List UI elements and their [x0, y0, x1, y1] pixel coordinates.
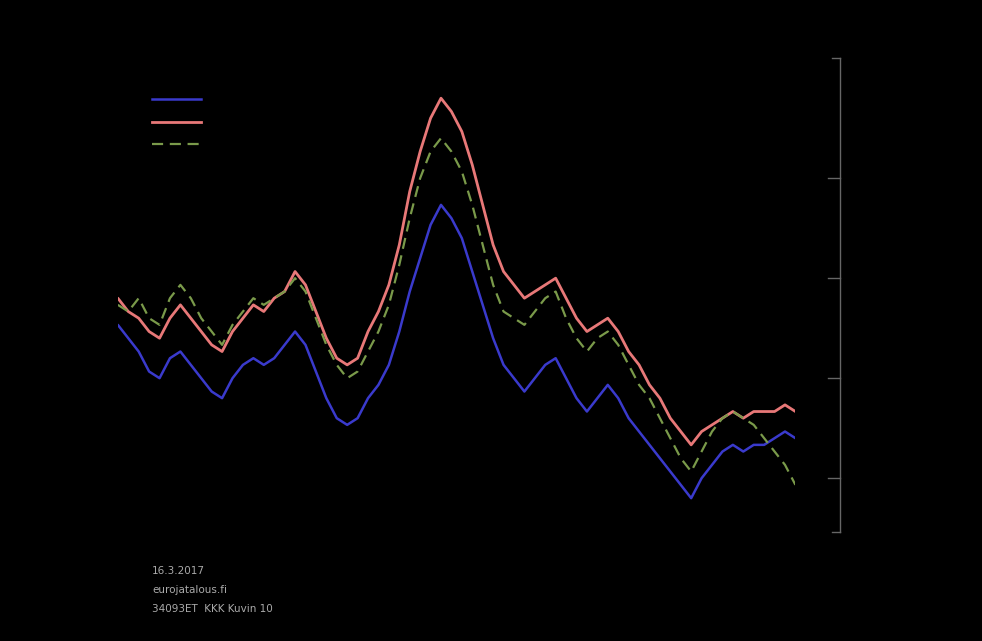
Text: eurojatalous.fi: eurojatalous.fi	[152, 585, 227, 595]
Text: 34093ET  KKK Kuvin 10: 34093ET KKK Kuvin 10	[152, 604, 273, 614]
Text: 16.3.2017: 16.3.2017	[152, 566, 205, 576]
